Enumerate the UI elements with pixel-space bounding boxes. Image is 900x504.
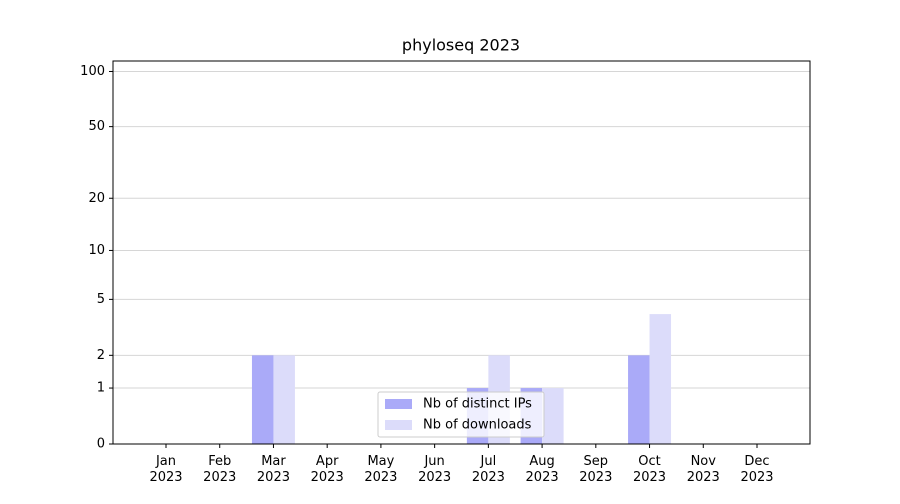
x-tick-label-line: 2023 — [364, 470, 397, 485]
x-tick-label-line: 2023 — [257, 470, 290, 485]
chart-title: phyloseq 2023 — [402, 36, 520, 55]
x-tick-label-line: Apr — [316, 454, 339, 469]
x-tick-label-line: Aug — [529, 454, 554, 469]
x-tick-label-line: 2023 — [311, 470, 344, 485]
legend-swatch — [385, 399, 412, 409]
bar — [542, 388, 564, 444]
y-tick-label: 100 — [80, 64, 105, 79]
x-tick-label: Jun 2023 — [418, 454, 451, 485]
y-tick-label: 20 — [88, 191, 105, 206]
legend-label: Nb of distinct IPs — [423, 397, 532, 412]
x-tick-label-line: Jul — [480, 454, 497, 469]
x-tick-label-line: Mar — [261, 454, 286, 469]
y-tick-label: 1 — [97, 381, 105, 396]
bar — [251, 355, 274, 444]
x-tick-label: Sep 2023 — [579, 454, 612, 485]
x-tick-label-line: 2023 — [740, 470, 773, 485]
x-tick-label-line: 2023 — [472, 470, 505, 485]
bar — [273, 355, 295, 444]
y-tick-label: 2 — [97, 348, 105, 363]
y-tick-label: 5 — [97, 292, 105, 307]
x-tick-label-line: Jan — [155, 454, 176, 469]
y-tick-label: 0 — [97, 437, 105, 452]
x-tick-label-line: Oct — [638, 454, 660, 469]
x-tick-label-line: 2023 — [418, 470, 451, 485]
legend-label: Nb of downloads — [423, 418, 532, 433]
legend-swatch — [385, 420, 412, 430]
y-tick-label: 50 — [88, 119, 105, 134]
bar — [649, 314, 672, 444]
x-tick-label: Jan 2023 — [149, 454, 182, 485]
x-tick-label-line: Sep — [584, 454, 609, 469]
x-tick-label-line: 2023 — [579, 470, 612, 485]
x-tick-label: Nov 2023 — [687, 454, 720, 485]
x-tick-label: Oct 2023 — [633, 454, 666, 485]
y-tick-label: 10 — [88, 243, 105, 258]
plot-frame — [112, 60, 811, 445]
x-tick-label: Jul 2023 — [472, 454, 505, 485]
legend-box — [377, 391, 545, 438]
x-tick-label: Feb 2023 — [203, 454, 236, 485]
bar — [628, 355, 650, 444]
x-tick-label: Mar 2023 — [257, 454, 290, 485]
x-tick-label-line: 2023 — [687, 470, 720, 485]
x-tick-label-line: Feb — [208, 454, 231, 469]
x-tick-label-line: Jun — [423, 454, 444, 469]
x-tick-label-line: 2023 — [526, 470, 559, 485]
x-tick-label-line: 2023 — [149, 470, 182, 485]
x-tick-label-line: 2023 — [633, 470, 666, 485]
x-tick-label: Dec 2023 — [740, 454, 773, 485]
x-tick-label: May 2023 — [364, 454, 397, 485]
x-tick-label: Aug 2023 — [526, 454, 559, 485]
x-tick-label: Apr 2023 — [311, 454, 344, 485]
x-tick-label-line: Dec — [744, 454, 769, 469]
x-tick-label-line: Nov — [691, 454, 717, 469]
x-tick-label-line: May — [367, 454, 394, 469]
x-tick-label-line: 2023 — [203, 470, 236, 485]
